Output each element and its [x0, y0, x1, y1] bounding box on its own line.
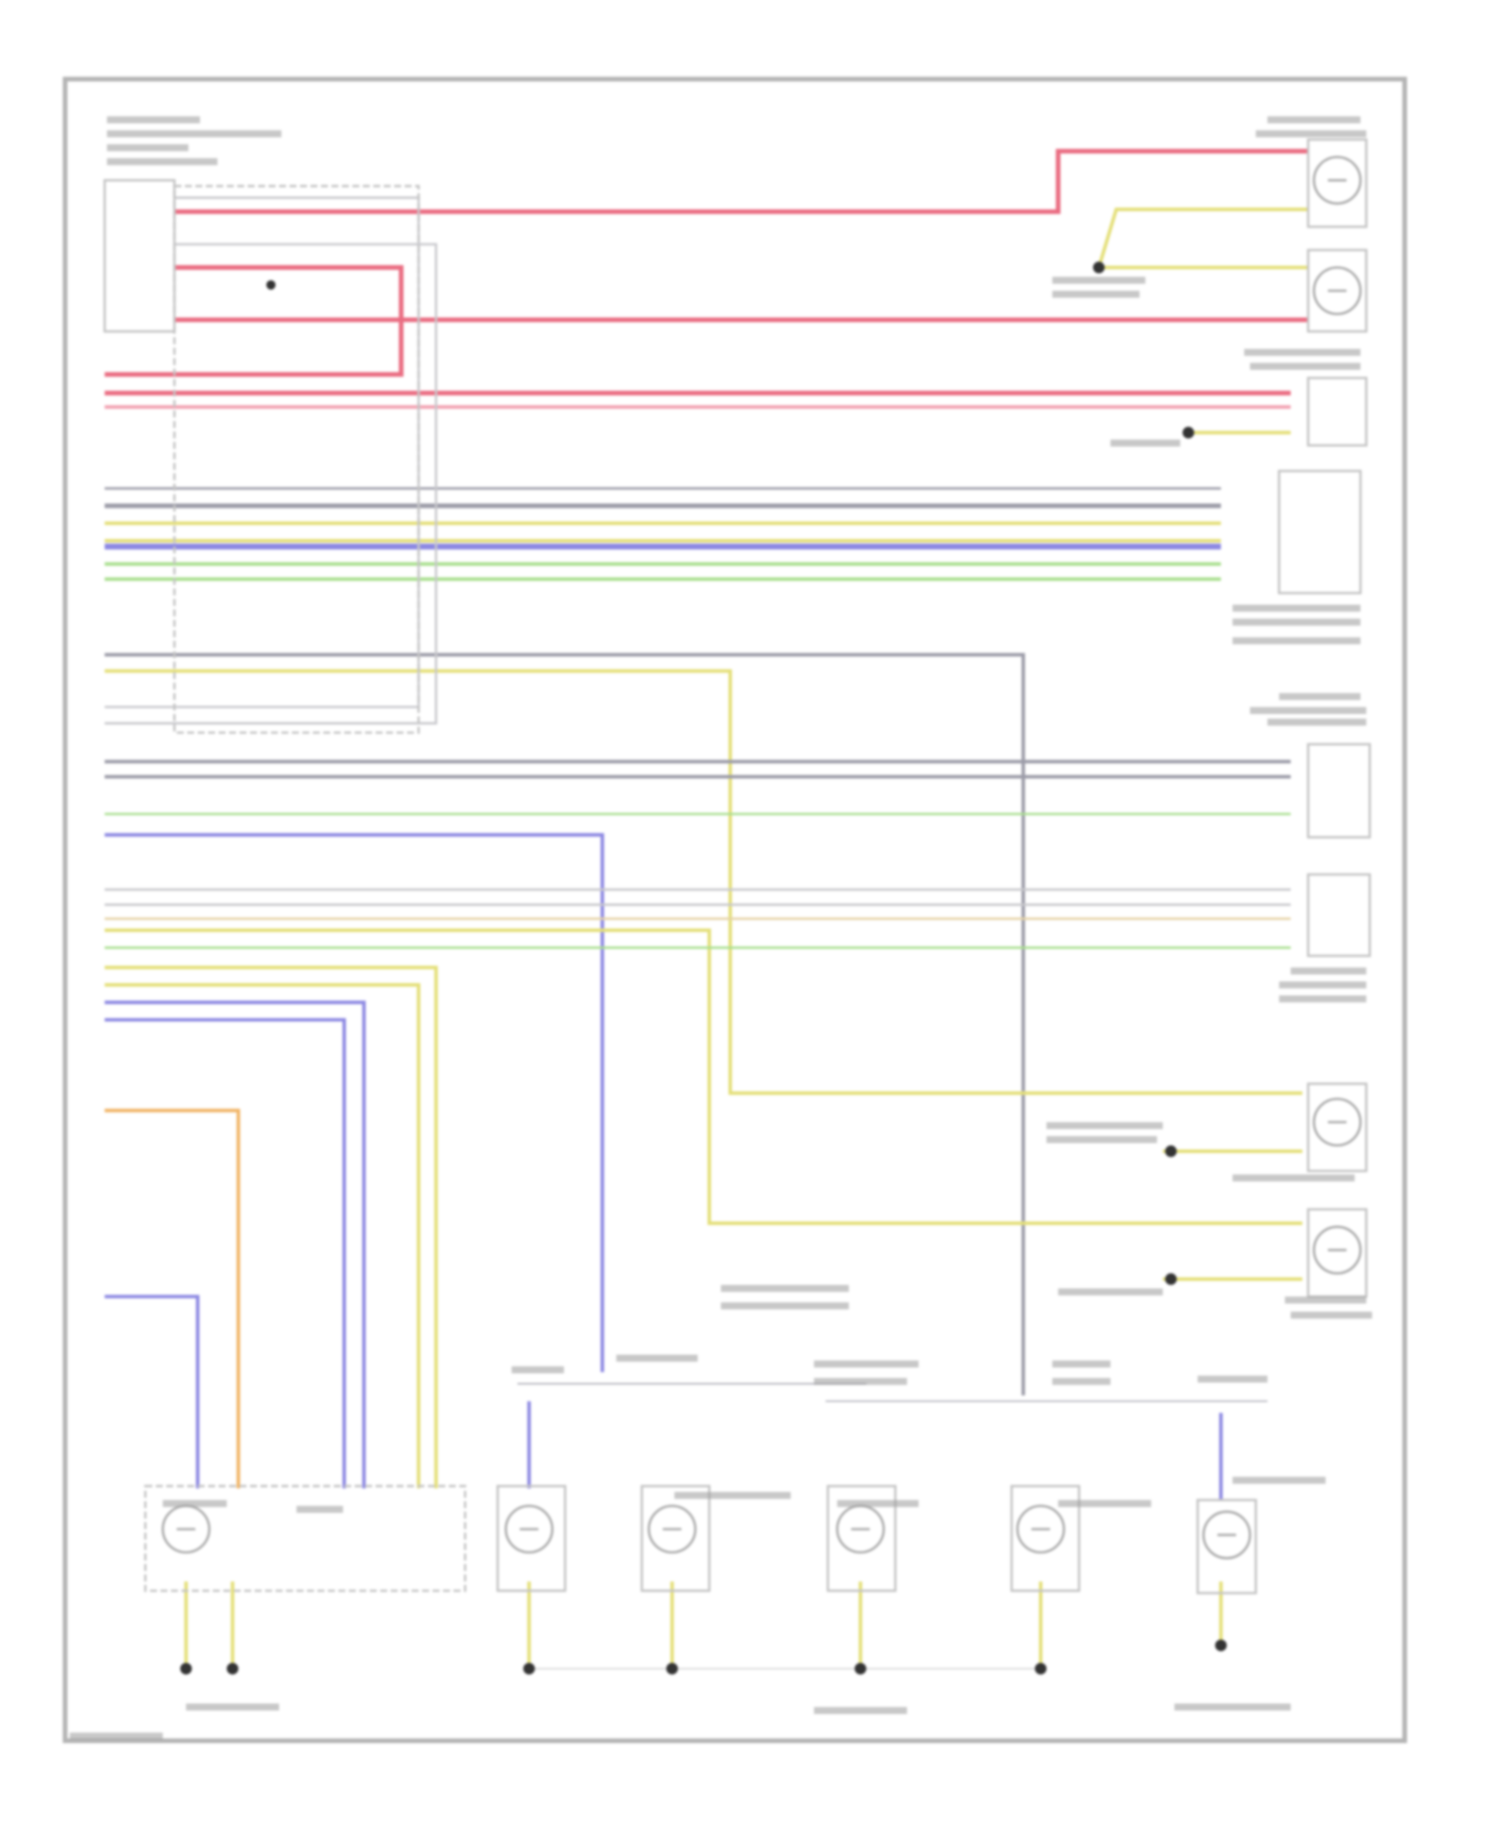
wires: [104, 148, 1309, 1670]
ground-icon: [854, 1662, 867, 1675]
label-placeholder: [1046, 1122, 1163, 1130]
wire-orange: [104, 1108, 241, 1489]
label-placeholder: [1232, 1476, 1326, 1484]
lamp-icon: [1312, 155, 1362, 205]
wire-blue: [104, 833, 605, 1373]
label-placeholder: [1046, 1136, 1157, 1144]
ground-icon: [226, 1662, 239, 1675]
label-placeholder: [1290, 967, 1367, 975]
wire-gray: [104, 652, 1025, 1396]
lamp-housing: [1196, 1498, 1257, 1595]
label-placeholder: [1290, 1311, 1373, 1319]
ground-icon: [666, 1662, 678, 1675]
ground-icon: [1034, 1662, 1047, 1675]
lamp-icon: [1016, 1504, 1066, 1554]
label-placeholder: [1052, 276, 1146, 284]
label-placeholder: [1232, 637, 1361, 645]
wire-blue: [104, 1000, 366, 1489]
lamp-icon: [1312, 1225, 1362, 1275]
lamp-icon: [647, 1504, 697, 1554]
label-placeholder: [720, 1302, 849, 1310]
components: [103, 138, 1371, 1675]
splice-icon: [1093, 261, 1105, 274]
lamp-housing: [640, 1484, 711, 1592]
label-placeholder: [1052, 1377, 1111, 1385]
label-placeholder: [1232, 604, 1361, 612]
label-placeholder: [511, 1366, 564, 1374]
sensor-box-icon: [1306, 376, 1368, 447]
wire-lightgray: [104, 196, 420, 709]
wire-yellow: [1097, 207, 1309, 268]
label-placeholder: [1244, 348, 1361, 356]
label-placeholder: [813, 1707, 907, 1714]
label-placeholder: [1052, 1360, 1111, 1368]
label-placeholder: [1279, 995, 1367, 1003]
label-placeholder: [1058, 1500, 1152, 1508]
label-placeholder: [1267, 718, 1367, 726]
lamp-icon: [1312, 266, 1362, 316]
splice-icon: [1165, 1273, 1177, 1285]
label-placeholder: [1250, 362, 1361, 370]
label-placeholder: [186, 1703, 280, 1711]
label-placeholder: [813, 1360, 919, 1368]
label-placeholder: [1058, 1288, 1163, 1296]
wire-yellow: [104, 983, 421, 1489]
lamp-icon: [504, 1504, 554, 1554]
label-placeholder: [1052, 290, 1140, 298]
ground-icon: [1215, 1639, 1227, 1652]
label-placeholder: [106, 116, 200, 124]
diagram-frame: [62, 76, 1407, 1744]
lamp-housing: [1306, 1082, 1368, 1173]
lamp-housing: [826, 1484, 897, 1592]
lamp-icon: [1202, 1510, 1252, 1560]
label-placeholder: [1267, 116, 1361, 124]
label-placeholder: [1110, 439, 1181, 447]
label-placeholder: [1250, 707, 1367, 714]
label-placeholder: [1284, 1296, 1367, 1304]
splice-icon: [1165, 1145, 1177, 1158]
label-placeholder: [837, 1500, 919, 1508]
wire-red: [174, 148, 1309, 214]
lamp-housing: [1306, 138, 1368, 228]
label-placeholder: [720, 1284, 849, 1292]
ground-icon: [523, 1662, 535, 1675]
label-placeholder: [674, 1491, 791, 1499]
label-placeholder: [1279, 693, 1361, 701]
switch-icon: [1306, 873, 1371, 958]
wire-lightgray: [104, 243, 438, 725]
label-placeholder: [616, 1354, 698, 1362]
splice-icon: [1182, 426, 1195, 439]
fuse-connector-icon: [144, 1484, 467, 1592]
connector-outline: [173, 184, 420, 734]
sensor-box-icon: [1277, 469, 1362, 595]
lamp-icon: [1312, 1097, 1362, 1147]
label-placeholder: [1174, 1703, 1291, 1711]
label-placeholder: [106, 144, 189, 152]
lamp-housing: [1306, 248, 1368, 333]
wire-blue: [104, 1018, 346, 1489]
label-placeholder: [162, 1500, 227, 1508]
splice-icon: [266, 280, 276, 290]
lamp-housing: [496, 1484, 567, 1592]
label-placeholder: [1232, 1174, 1355, 1182]
wire-yellow: [104, 928, 1303, 1226]
label-placeholder: [296, 1505, 344, 1513]
label-placeholder: [106, 158, 218, 166]
label-placeholders: [69, 116, 1373, 1740]
label-placeholder: [1279, 981, 1367, 989]
lamp-housing: [1010, 1484, 1081, 1592]
wire-blue: [104, 1294, 200, 1489]
wire-yellow: [104, 965, 438, 1489]
wire-red: [104, 265, 404, 377]
switch-icon: [1306, 743, 1371, 839]
label-placeholder: [813, 1377, 907, 1385]
ground-icon: [180, 1662, 192, 1675]
label-placeholder: [1232, 618, 1361, 626]
label-placeholder: [1197, 1375, 1268, 1383]
label-placeholder: [69, 1732, 163, 1740]
label-placeholder: [106, 130, 282, 138]
label-placeholder: [1255, 130, 1367, 138]
